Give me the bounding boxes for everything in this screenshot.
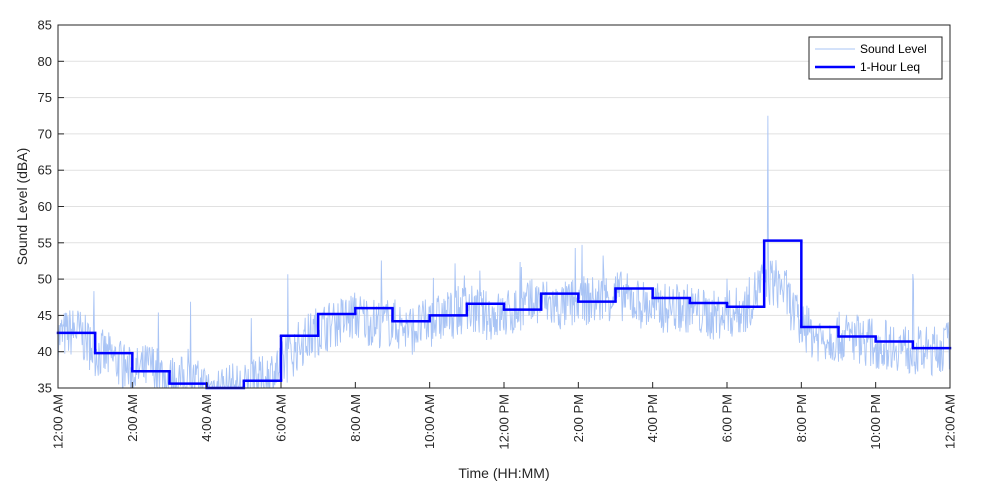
legend-entry-sound-level: Sound Level	[860, 42, 927, 56]
y-tick-label: 45	[38, 308, 52, 323]
x-tick-label: 8:00 AM	[348, 394, 363, 442]
y-tick-label: 80	[38, 54, 52, 69]
x-tick-label: 6:00 PM	[720, 394, 735, 442]
y-tick-label: 70	[38, 126, 52, 141]
y-tick-label: 40	[38, 344, 52, 359]
y-tick-label: 55	[38, 235, 52, 250]
x-tick-label: 6:00 AM	[274, 394, 289, 442]
x-tick-label: 12:00 PM	[497, 394, 512, 450]
x-tick-label: 8:00 PM	[794, 394, 809, 442]
y-tick-label: 65	[38, 163, 52, 178]
sound-level-layer	[57, 115, 951, 390]
legend-box	[808, 36, 943, 80]
legend: Sound Level 1-Hour Leq	[808, 36, 943, 80]
grid-layer	[58, 60, 950, 353]
x-tick-label: 12:00 AM	[51, 394, 66, 449]
legend-entry-1-hour-leq: 1-Hour Leq	[860, 60, 920, 74]
y-tick-label: 85	[38, 18, 52, 33]
x-tick-label: 2:00 AM	[125, 394, 140, 442]
y-tick-label: 60	[38, 199, 52, 214]
x-axis-label: Time (HH:MM)	[458, 465, 549, 481]
x-tick-label: 10:00 PM	[868, 394, 883, 450]
y-axis-label: Sound Level (dBA)	[14, 148, 30, 266]
sound-level-line	[57, 115, 951, 390]
tick-layer: 35 40 45 50 55 60 65 70 75 80 85 12:00 AM 2:00 AM 4:0…	[38, 18, 958, 450]
y-tick-label: 35	[38, 381, 52, 396]
y-tick-label: 50	[38, 272, 52, 287]
y-tick-label: 75	[38, 90, 52, 105]
x-tick-label: 10:00 AM	[422, 394, 437, 449]
x-tick-label: 2:00 PM	[571, 394, 586, 442]
x-tick-label: 4:00 PM	[645, 394, 660, 442]
x-tick-label: 12:00 AM	[943, 394, 958, 449]
x-tick-label: 4:00 AM	[199, 394, 214, 442]
